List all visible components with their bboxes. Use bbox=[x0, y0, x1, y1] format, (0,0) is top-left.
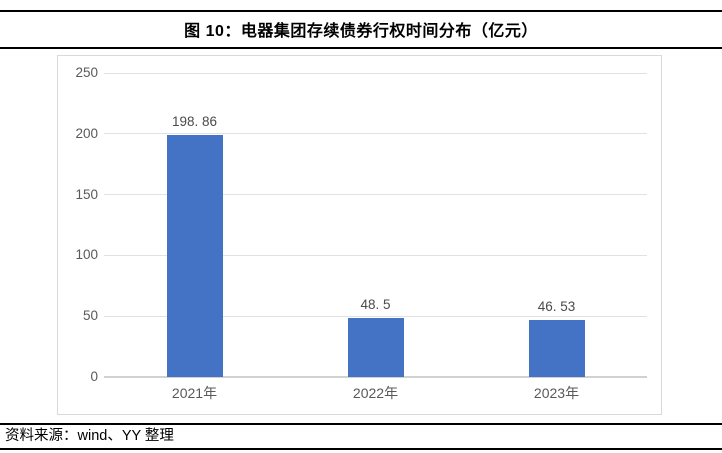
gridline bbox=[104, 133, 647, 135]
y-axis-tick-label: 50 bbox=[82, 308, 98, 324]
y-axis-tick-label: 0 bbox=[90, 369, 98, 384]
x-axis-category-label: 2022年 bbox=[352, 385, 399, 401]
top-divider bbox=[0, 10, 722, 12]
x-axis-line bbox=[104, 376, 647, 378]
bar bbox=[166, 135, 223, 377]
x-axis-category-label: 2023年 bbox=[533, 385, 580, 401]
bar bbox=[347, 318, 404, 377]
title-divider bbox=[0, 47, 722, 49]
x-axis-category-label: 2021年 bbox=[171, 385, 218, 401]
gridline bbox=[104, 254, 647, 256]
footer-divider bbox=[0, 423, 722, 425]
bar-value-label: 48. 5 bbox=[360, 297, 391, 313]
gridline bbox=[104, 72, 647, 74]
y-axis-tick-label: 250 bbox=[75, 65, 98, 80]
bar-value-label: 46. 53 bbox=[537, 299, 576, 315]
y-axis-tick-label: 100 bbox=[75, 247, 98, 263]
y-axis-tick-label: 200 bbox=[75, 125, 98, 141]
source-note: 资料来源：wind、YY 整理 bbox=[5, 428, 174, 444]
bottom-divider bbox=[0, 448, 722, 450]
gridline bbox=[104, 315, 647, 317]
figure-title: 图 10：电器集团存续债券行权时间分布（亿元） bbox=[184, 23, 538, 40]
gridline bbox=[104, 194, 647, 196]
bar-chart: 0 50 100 150 200 250 198. 86 2021年 48. 5 2022年 46.… bbox=[57, 55, 662, 415]
bar-value-label: 198. 86 bbox=[171, 114, 218, 130]
y-axis-tick-label: 150 bbox=[75, 186, 98, 202]
bar bbox=[528, 320, 585, 377]
